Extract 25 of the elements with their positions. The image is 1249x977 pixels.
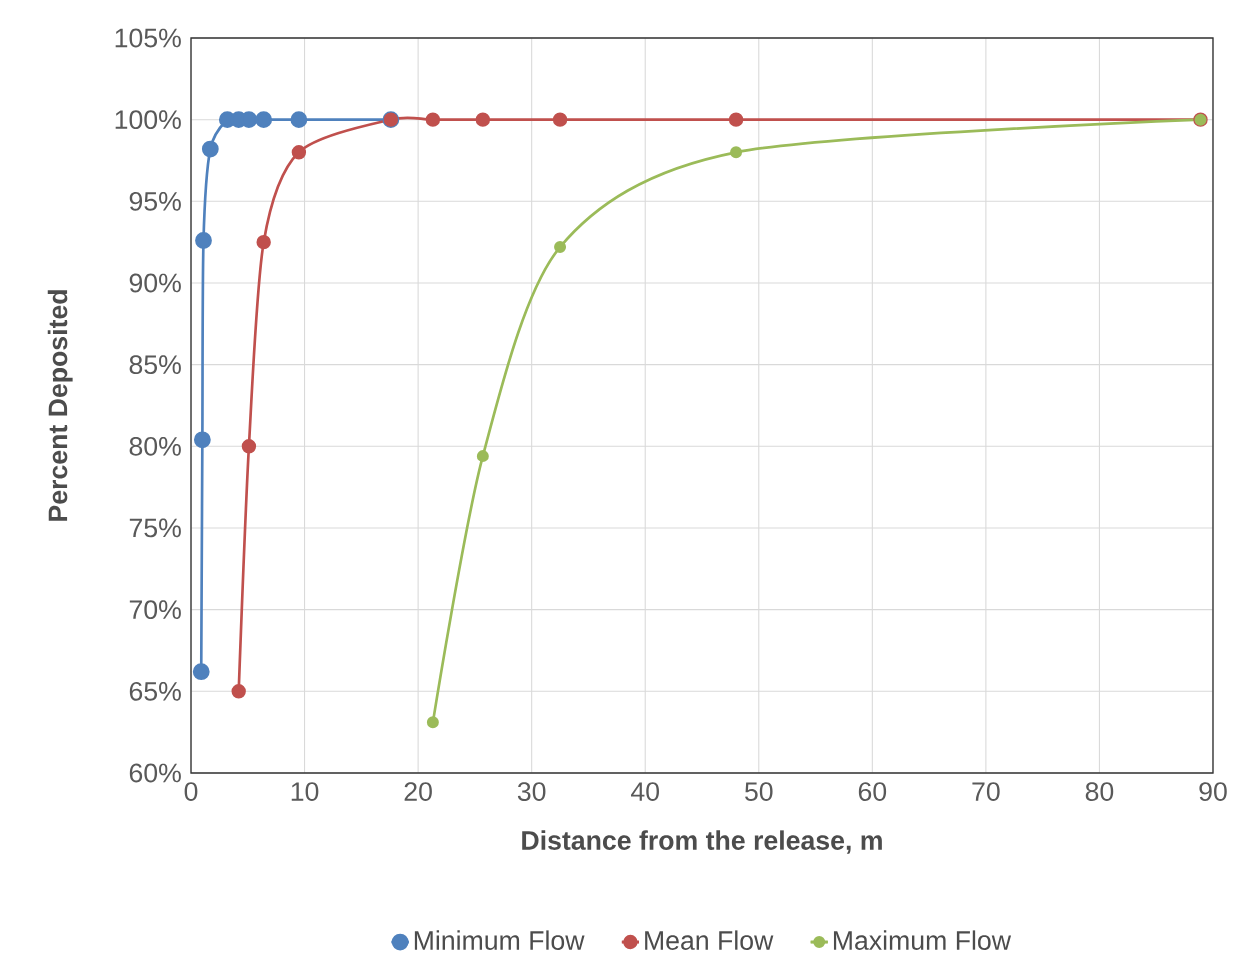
x-tick-label: 90: [1199, 782, 1227, 802]
x-tick-label: 80: [1085, 782, 1114, 802]
y-axis-title: Percent Deposited: [47, 290, 73, 521]
y-tick-label: 100%: [115, 110, 181, 130]
y-tick-label: 90%: [129, 273, 181, 293]
legend-label: Minimum Flow: [414, 930, 585, 950]
x-tick-label: 10: [291, 782, 319, 802]
y-tick-label: 85%: [129, 355, 181, 375]
y-tick-label: 105%: [115, 28, 181, 48]
x-tick-label: 0: [184, 782, 198, 802]
x-tick-label: 20: [404, 782, 432, 802]
y-tick-label: 60%: [129, 763, 181, 783]
x-tick-label: 70: [972, 782, 1000, 802]
legend-label: Mean Flow: [645, 930, 774, 950]
y-tick-label: 70%: [129, 600, 181, 620]
legend-label: Maximum Flow: [833, 930, 1012, 950]
y-tick-label: 95%: [129, 191, 181, 211]
y-tick-label: 75%: [129, 518, 181, 538]
y-tick-label: 65%: [129, 681, 181, 701]
x-tick-label: 50: [745, 782, 773, 802]
x-tick-label: 60: [858, 782, 887, 802]
y-tick-label: 80%: [129, 436, 181, 456]
x-axis-title: Distance from the release, m: [522, 830, 882, 854]
x-tick-label: 40: [631, 782, 659, 802]
x-tick-label: 30: [517, 782, 546, 802]
